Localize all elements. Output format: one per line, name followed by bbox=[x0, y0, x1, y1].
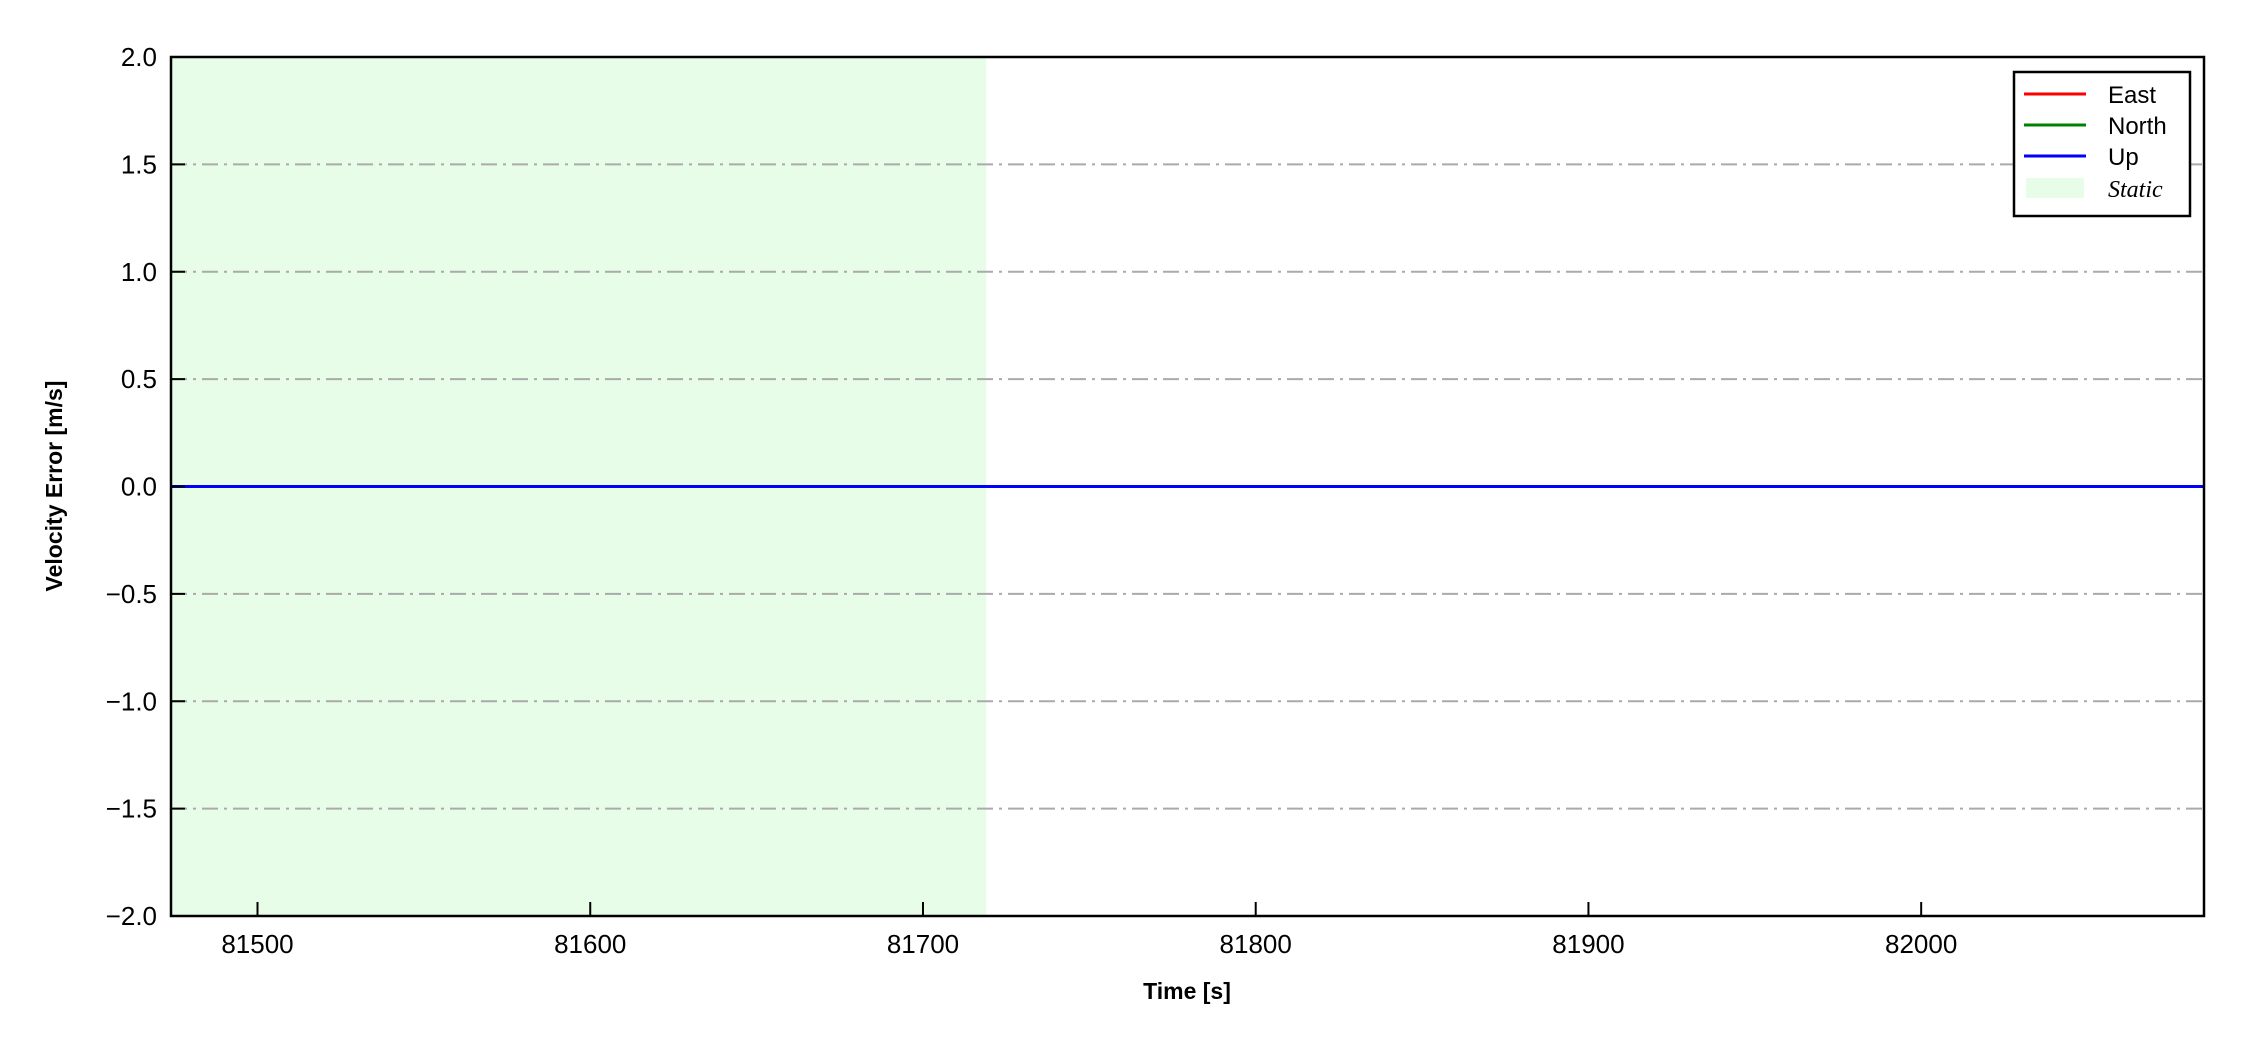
y-tick-label: 1.5 bbox=[121, 149, 157, 179]
y-tick-label: −0.5 bbox=[106, 579, 157, 609]
x-tick-label: 81800 bbox=[1220, 929, 1292, 959]
legend-label-east: East bbox=[2108, 82, 2156, 109]
legend-label-north: North bbox=[2108, 113, 2167, 140]
y-ticks: −2.0 −1.5 −1.0 −0.5 0.0 0.5 1.0 1.5 2.0 bbox=[106, 42, 185, 931]
x-tick-label: 81500 bbox=[221, 929, 293, 959]
x-axis-label: Time [s] bbox=[1143, 978, 1231, 1004]
y-tick-label: −1.5 bbox=[106, 794, 157, 824]
x-tick-label: 81900 bbox=[1552, 929, 1624, 959]
legend: East North Up Static bbox=[2012, 70, 2192, 218]
y-tick-label: −2.0 bbox=[106, 901, 157, 931]
x-tick-label: 82000 bbox=[1885, 929, 1957, 959]
x-tick-label: 81700 bbox=[887, 929, 959, 959]
legend-swatch-static bbox=[2026, 178, 2084, 198]
y-tick-label: 0.0 bbox=[121, 472, 157, 502]
x-ticks: 81500 81600 81700 81800 81900 82000 bbox=[221, 902, 1957, 959]
y-axis-label: Velocity Error [m/s] bbox=[41, 381, 67, 592]
legend-label-up: Up bbox=[2108, 144, 2139, 171]
y-tick-label: 2.0 bbox=[121, 42, 157, 72]
y-tick-label: −1.0 bbox=[106, 686, 157, 716]
legend-label-static: Static bbox=[2108, 177, 2163, 203]
y-tick-label: 0.5 bbox=[121, 364, 157, 394]
y-tick-label: 1.0 bbox=[121, 257, 157, 287]
x-tick-label: 81600 bbox=[554, 929, 626, 959]
